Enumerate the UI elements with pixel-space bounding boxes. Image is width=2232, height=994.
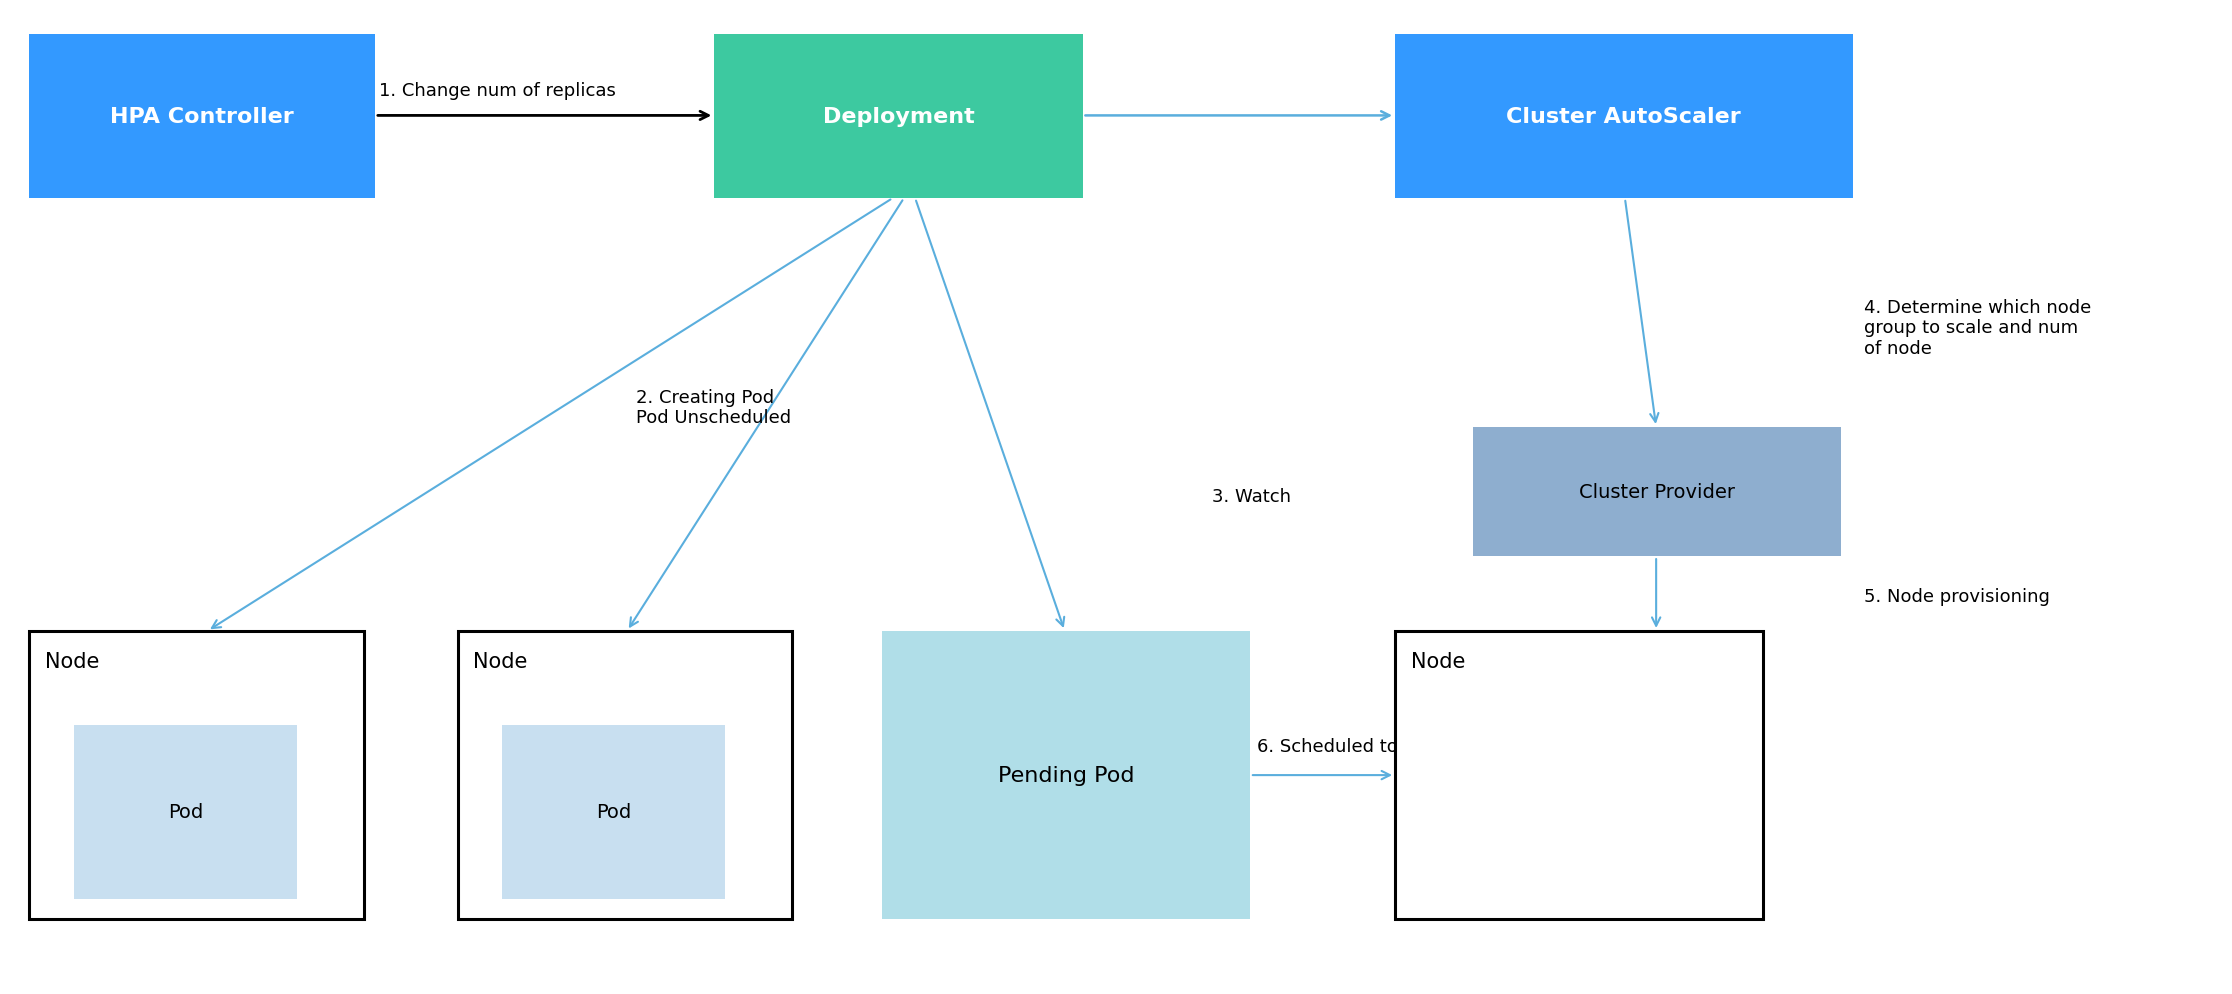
Text: 3. Watch: 3. Watch [1212, 488, 1290, 506]
FancyBboxPatch shape [714, 35, 1083, 199]
Text: 4. Determine which node
group to scale and num
of node: 4. Determine which node group to scale a… [1864, 298, 2091, 358]
Text: Cluster Provider: Cluster Provider [1580, 482, 1734, 502]
Text: Pending Pod: Pending Pod [998, 765, 1134, 785]
Text: HPA Controller: HPA Controller [109, 106, 295, 127]
FancyBboxPatch shape [1395, 35, 1853, 199]
Text: 1. Change num of replicas: 1. Change num of replicas [379, 82, 616, 99]
FancyBboxPatch shape [29, 35, 375, 199]
FancyBboxPatch shape [1473, 427, 1841, 557]
Text: 6. Scheduled to: 6. Scheduled to [1257, 738, 1397, 755]
FancyBboxPatch shape [74, 726, 297, 900]
Text: Node: Node [45, 651, 98, 671]
FancyBboxPatch shape [502, 726, 725, 900]
FancyBboxPatch shape [882, 631, 1250, 919]
Text: 2. Creating Pod
Pod Unscheduled: 2. Creating Pod Pod Unscheduled [636, 389, 792, 426]
Text: Deployment: Deployment [824, 106, 973, 127]
FancyBboxPatch shape [1395, 631, 1763, 919]
Text: Node: Node [1411, 651, 1464, 671]
FancyBboxPatch shape [458, 631, 792, 919]
Text: Cluster AutoScaler: Cluster AutoScaler [1507, 106, 1741, 127]
Text: Node: Node [473, 651, 527, 671]
FancyBboxPatch shape [29, 631, 364, 919]
Text: 5. Node provisioning: 5. Node provisioning [1864, 587, 2049, 605]
Text: Pod: Pod [167, 802, 203, 822]
Text: Pod: Pod [596, 802, 632, 822]
